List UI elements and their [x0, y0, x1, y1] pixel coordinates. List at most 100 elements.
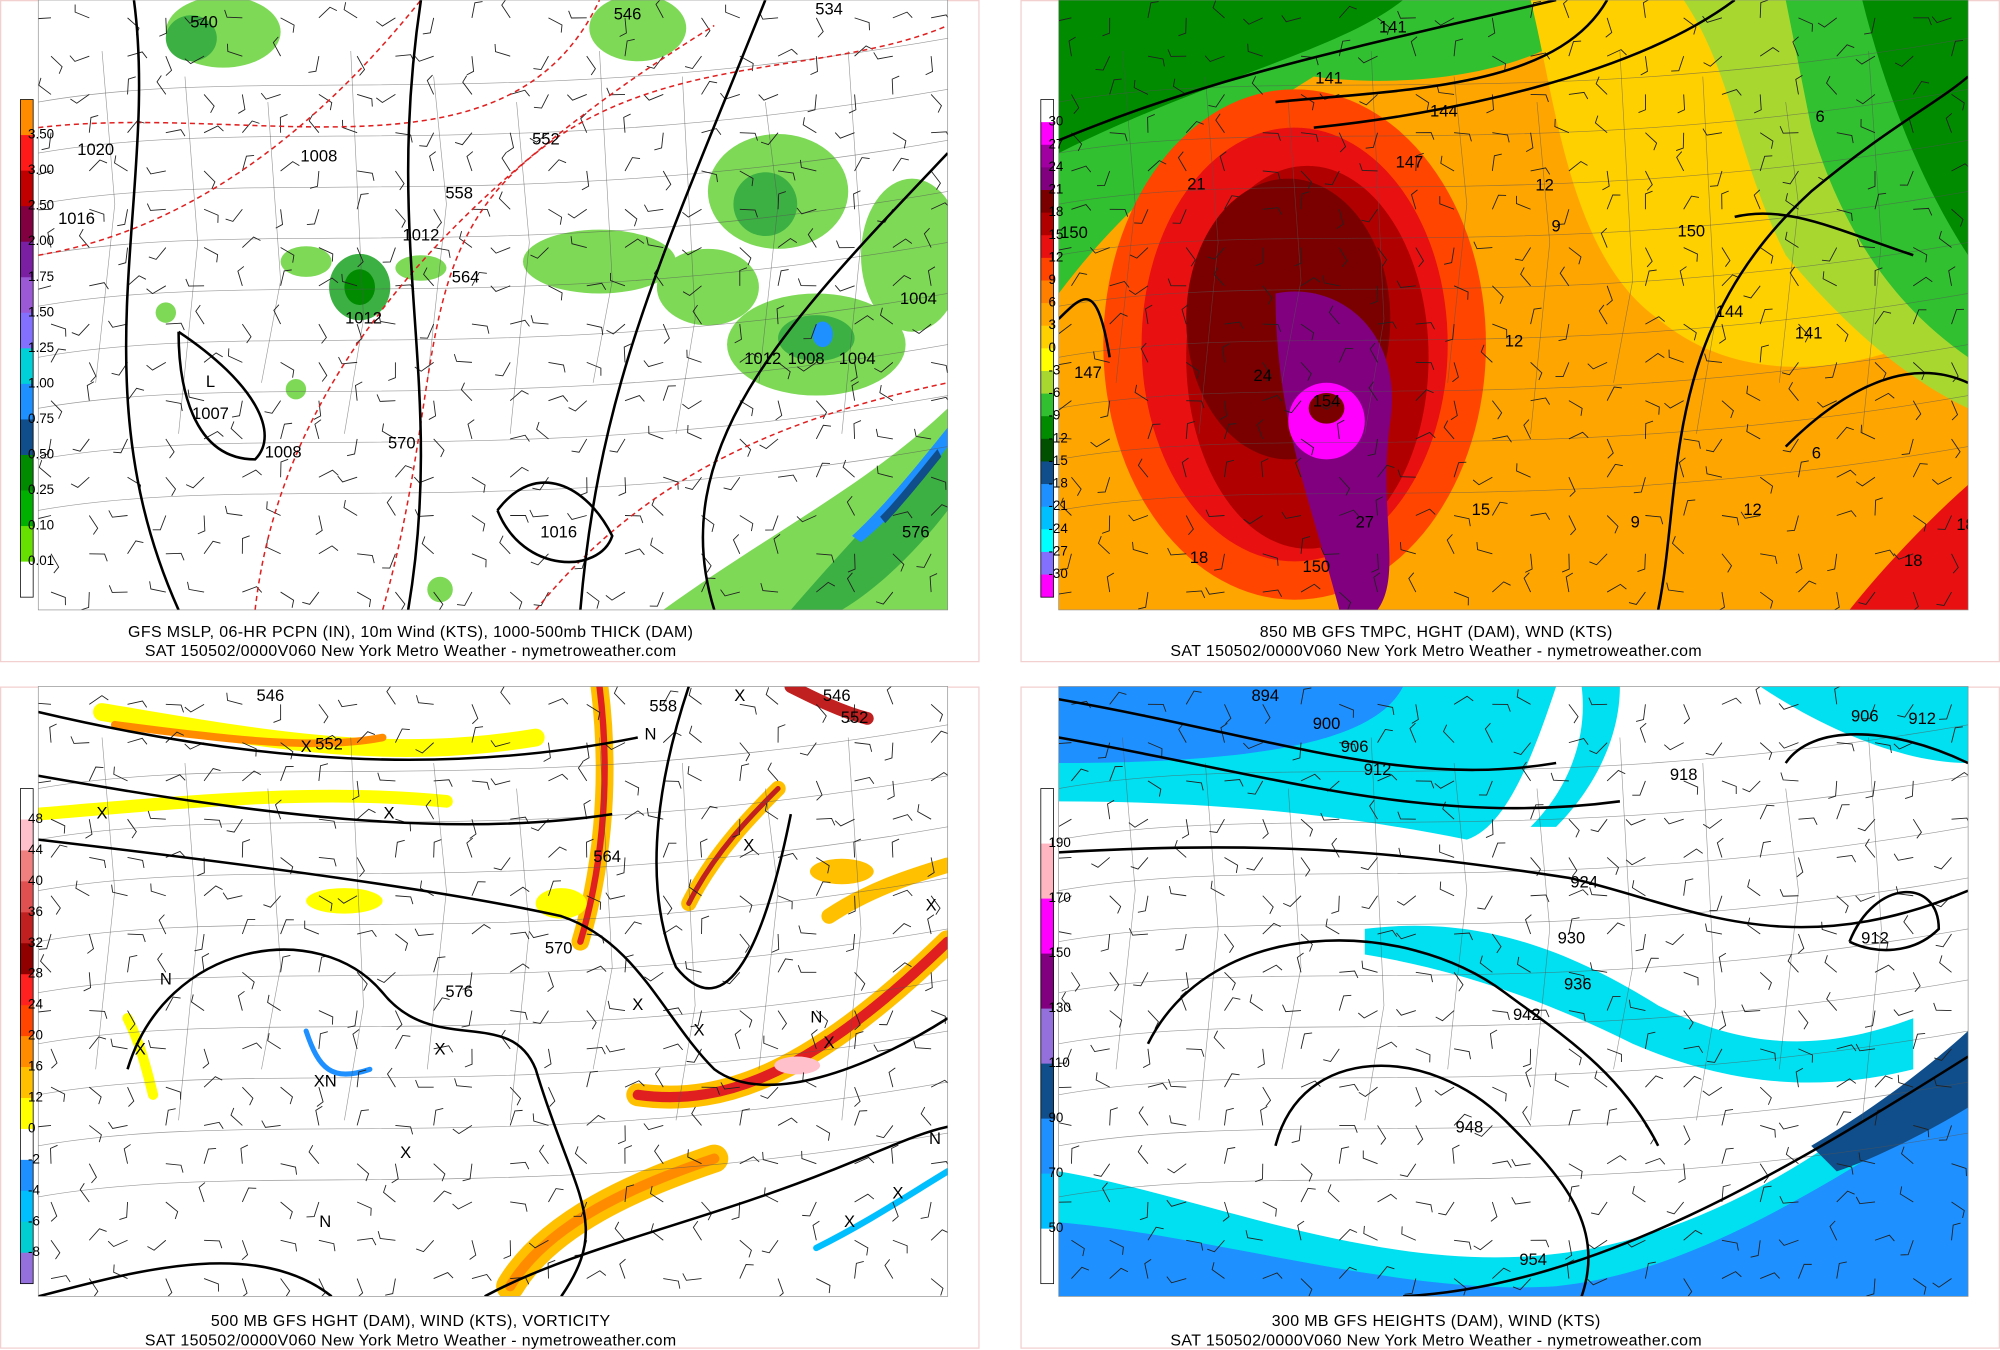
wind-barb — [509, 1109, 523, 1126]
wind-barb — [1109, 1010, 1123, 1028]
wind-barb — [1787, 953, 1799, 973]
wind-barb — [510, 515, 529, 523]
colorbar-swatch — [1040, 438, 1054, 462]
wind-barb — [1556, 209, 1570, 226]
contour-label: L — [206, 372, 215, 391]
boundary — [1115, 737, 1136, 1070]
wind-barb — [1207, 1239, 1225, 1253]
wind-barb — [1368, 381, 1378, 401]
wind-barb — [1101, 515, 1111, 534]
colorbar-swatch — [1040, 953, 1054, 1009]
wind-barb — [510, 434, 530, 442]
wind-barb — [113, 438, 128, 454]
wind-barb — [108, 1121, 128, 1129]
wind-barb — [1568, 1048, 1582, 1066]
wind-barb — [1491, 153, 1502, 172]
wind-barb — [1589, 553, 1608, 566]
wind-barb — [509, 591, 523, 610]
wind-barb — [279, 114, 288, 133]
wind-barb — [1530, 362, 1543, 381]
wind-barb — [1671, 536, 1684, 555]
wind-barb — [1377, 774, 1398, 782]
wind-barb — [1178, 723, 1187, 743]
wind-barb — [203, 247, 219, 263]
wind-barb — [1300, 323, 1315, 341]
wind-barb — [888, 1067, 896, 1088]
wind-barb — [1750, 1240, 1761, 1258]
wind-barb — [1492, 1267, 1511, 1279]
colorbar-frame — [1040, 788, 1054, 1285]
contour-label: 570 — [388, 433, 416, 452]
wind-barb — [1568, 1010, 1586, 1022]
wind-barb — [1951, 163, 1969, 172]
wind-barb — [663, 925, 683, 935]
wind-barb — [1473, 241, 1493, 250]
wind-barb — [1339, 742, 1357, 752]
wind-barb — [1721, 400, 1734, 419]
colorbar-swatch — [1040, 280, 1054, 304]
wind-barb — [462, 972, 473, 990]
wind-barb — [318, 277, 339, 287]
wind-barb — [1262, 589, 1283, 597]
boundary — [344, 51, 364, 434]
wind-barb — [38, 77, 52, 95]
wind-barb — [1568, 247, 1582, 265]
wind-barb — [266, 539, 281, 555]
wind-barb — [930, 704, 943, 722]
wind-barb — [548, 773, 569, 782]
wind-barb — [1058, 1048, 1072, 1064]
boundary — [758, 788, 779, 1070]
wind-barb — [1568, 431, 1589, 440]
wind-barb — [1492, 132, 1510, 143]
wind-barb — [198, 1182, 206, 1203]
colorbar-swatch — [20, 788, 34, 820]
wind-barb — [1645, 1075, 1664, 1088]
wind-barb — [1442, 724, 1455, 743]
wind-barb — [1415, 322, 1435, 330]
wind-barb — [1484, 722, 1493, 743]
wind-barb — [50, 1201, 58, 1222]
colorbar-swatch — [1040, 303, 1054, 327]
wind-barb — [682, 1273, 702, 1281]
wind-barb — [873, 52, 893, 60]
wind-barb — [1219, 151, 1227, 172]
wind-barb — [1478, 780, 1493, 796]
contour-label: 900 — [1313, 714, 1341, 733]
wind-barb — [930, 730, 948, 743]
wind-barb — [1836, 1111, 1852, 1126]
wind-barb — [165, 552, 185, 561]
wind-barb — [624, 238, 645, 248]
contour-label: 552 — [532, 130, 560, 149]
wind-barb — [1186, 1239, 1204, 1251]
wind-barb — [797, 964, 817, 973]
wind-barb — [854, 1086, 861, 1107]
field-shade — [285, 378, 307, 400]
wind-barb — [50, 895, 61, 915]
contour-label: 15 — [1472, 500, 1490, 519]
wind-barb — [184, 55, 205, 65]
wind-barb — [118, 247, 128, 266]
wind-barb — [280, 766, 294, 782]
wind-barb — [624, 208, 638, 227]
boundary — [38, 395, 948, 460]
wind-barb — [884, 1259, 894, 1279]
wind-barb — [846, 704, 856, 723]
wind-barb — [47, 228, 55, 248]
wind-barb — [892, 132, 907, 149]
wind-barb — [1491, 842, 1506, 858]
wind-barb — [1357, 55, 1378, 64]
wind-barb — [510, 319, 530, 327]
wind-barb — [1516, 689, 1531, 705]
wind-barb — [50, 1048, 58, 1069]
wind-barb — [1524, 914, 1532, 935]
contour-label: 141 — [1379, 17, 1407, 36]
wind-barb — [260, 92, 281, 100]
wind-barb — [776, 305, 785, 325]
wind-barb — [415, 1079, 434, 1088]
wind-barb — [1555, 362, 1570, 377]
boundary — [1058, 979, 1969, 1045]
wind-barb — [662, 690, 679, 705]
